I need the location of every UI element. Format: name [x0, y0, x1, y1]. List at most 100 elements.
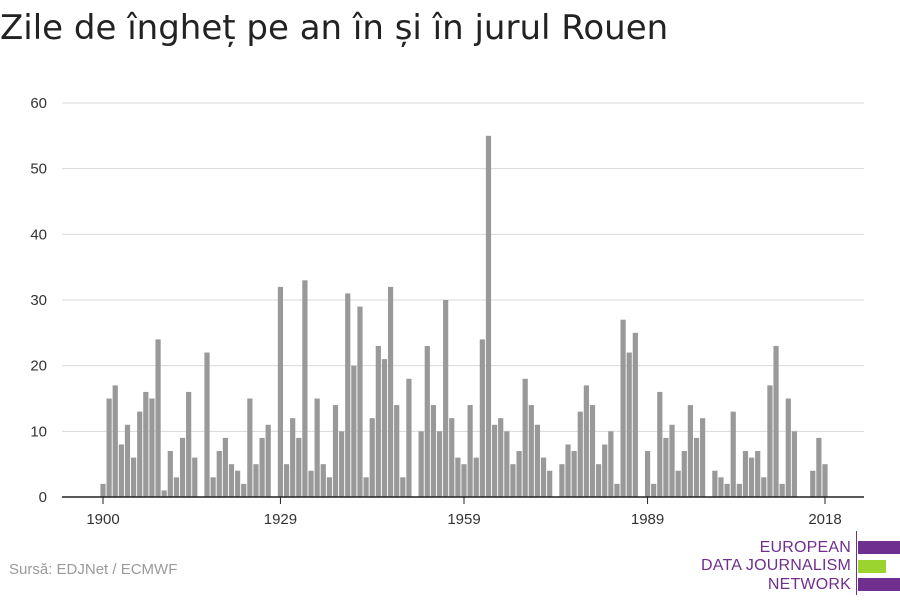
- bar: [106, 398, 112, 497]
- bar: [712, 470, 718, 497]
- bar: [657, 391, 663, 497]
- y-tick-label: 20: [30, 358, 47, 375]
- bar: [669, 424, 675, 497]
- bar: [430, 405, 437, 497]
- bar: [161, 490, 167, 497]
- bar: [149, 398, 155, 497]
- bar: [296, 437, 302, 497]
- bar: [143, 391, 149, 497]
- bar: [644, 451, 651, 497]
- bar: [277, 286, 284, 497]
- bar: [693, 437, 700, 497]
- bar: [822, 464, 828, 497]
- bar: [596, 464, 602, 497]
- bar: [179, 437, 186, 497]
- bar: [583, 385, 589, 497]
- bar: [302, 280, 308, 497]
- bar: [100, 483, 106, 497]
- bar: [351, 365, 357, 497]
- bar: [479, 339, 485, 497]
- bar: [730, 411, 736, 497]
- bar: [540, 457, 547, 497]
- bar: [167, 451, 173, 497]
- bar: [565, 444, 571, 497]
- bar: [326, 477, 332, 497]
- bar: [498, 418, 504, 497]
- bar: [436, 431, 443, 497]
- bar: [222, 437, 228, 497]
- bar: [736, 483, 742, 497]
- bar: [491, 424, 498, 497]
- bar: [791, 431, 798, 497]
- bar: [547, 470, 553, 497]
- bar: [357, 306, 363, 497]
- y-tick-label: 60: [30, 95, 47, 112]
- y-tick-label: 40: [30, 226, 47, 243]
- bar: [339, 431, 345, 497]
- bar: [418, 431, 424, 497]
- bar: [577, 411, 583, 497]
- x-tick-label: 2018: [808, 511, 841, 528]
- bar: [675, 470, 681, 497]
- bar: [381, 359, 388, 497]
- bar: [443, 300, 449, 497]
- bar: [767, 385, 773, 497]
- bar: [308, 470, 314, 497]
- y-tick-label: 50: [30, 161, 47, 178]
- bar: [816, 437, 822, 497]
- bar: [651, 483, 657, 497]
- source-note: Sursă: EDJNet / ECMWF: [9, 561, 178, 578]
- y-tick-label: 10: [30, 423, 47, 440]
- logo-divider: [856, 531, 857, 595]
- bar: [118, 444, 124, 497]
- bar: [761, 477, 767, 497]
- bar: [228, 464, 235, 497]
- y-tick-label: 30: [30, 292, 47, 309]
- bar: [186, 391, 192, 497]
- bar: [700, 418, 706, 497]
- logo-text-line-1: EUROPEAN: [759, 539, 851, 556]
- bar: [387, 286, 394, 497]
- bar: [748, 457, 755, 497]
- bar: [216, 451, 222, 497]
- bar: [424, 345, 430, 497]
- bar: [259, 437, 265, 497]
- logo-bar-bottom: [858, 578, 900, 591]
- bar: [614, 483, 620, 497]
- bar: [283, 464, 290, 497]
- bar: [626, 352, 632, 497]
- bar: [320, 464, 326, 497]
- bar: [204, 352, 210, 497]
- bar: [785, 398, 791, 497]
- logo-bar-top: [858, 541, 900, 554]
- logo-text-line-2: DATA JOURNALISM: [701, 557, 851, 574]
- bar: [406, 378, 412, 497]
- bar: [241, 483, 247, 497]
- bar: [155, 339, 161, 497]
- bar-chart: 0 10 20 30 40 50 60 1900 1929 1959 1989 2018: [30, 95, 864, 528]
- bar: [173, 477, 180, 497]
- bar: [449, 418, 455, 497]
- bar: [810, 470, 816, 497]
- bar: [779, 483, 785, 497]
- bar: [369, 418, 375, 497]
- x-axis: 1900 1929 1959 1989 2018: [62, 496, 864, 528]
- bar: [534, 424, 541, 497]
- bar: [461, 464, 467, 497]
- bar: [773, 345, 779, 497]
- bar: [724, 483, 730, 497]
- bar: [265, 424, 271, 497]
- bar: [504, 431, 510, 497]
- bar: [510, 464, 516, 497]
- bar: [210, 477, 216, 497]
- bar: [742, 451, 749, 497]
- bar: [375, 345, 381, 497]
- x-tick-label: 1989: [631, 511, 664, 528]
- bar: [632, 332, 638, 497]
- bar: [112, 385, 118, 497]
- bar: [528, 405, 534, 497]
- bar: [394, 405, 400, 497]
- bar: [137, 411, 143, 497]
- y-axis-tick-labels: 0 10 20 30 40 50 60: [30, 95, 47, 506]
- edjnet-logo: EUROPEAN DATA JOURNALISM NETWORK: [700, 531, 900, 595]
